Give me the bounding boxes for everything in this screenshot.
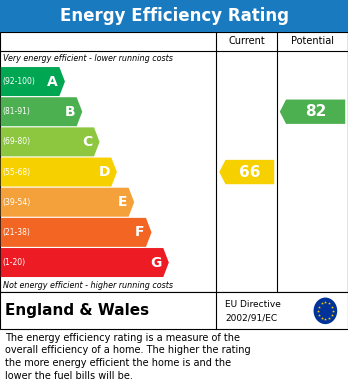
Text: 82: 82 bbox=[305, 104, 327, 119]
Text: (39-54): (39-54) bbox=[2, 198, 30, 207]
Polygon shape bbox=[1, 248, 169, 277]
Text: 66: 66 bbox=[239, 165, 261, 179]
Text: B: B bbox=[65, 105, 75, 119]
Text: Current: Current bbox=[228, 36, 265, 47]
Circle shape bbox=[314, 298, 337, 324]
Text: (81-91): (81-91) bbox=[2, 107, 30, 116]
Polygon shape bbox=[1, 218, 151, 247]
Text: A: A bbox=[47, 75, 58, 88]
Text: (92-100): (92-100) bbox=[2, 77, 35, 86]
Text: E: E bbox=[118, 195, 127, 209]
Text: the more energy efficient the home is and the: the more energy efficient the home is an… bbox=[5, 359, 231, 368]
Text: 2002/91/EC: 2002/91/EC bbox=[225, 314, 277, 323]
Polygon shape bbox=[219, 160, 274, 184]
Bar bbox=[0, 32, 348, 292]
Text: EU Directive: EU Directive bbox=[225, 300, 281, 309]
Text: F: F bbox=[135, 225, 144, 239]
Polygon shape bbox=[280, 100, 345, 124]
Polygon shape bbox=[1, 188, 134, 217]
Bar bbox=[0, 292, 348, 329]
Polygon shape bbox=[1, 127, 100, 156]
Text: England & Wales: England & Wales bbox=[5, 303, 149, 318]
Polygon shape bbox=[1, 67, 65, 96]
Text: (1-20): (1-20) bbox=[2, 258, 25, 267]
Bar bbox=[0, 0, 348, 32]
Polygon shape bbox=[1, 158, 117, 187]
Text: (69-80): (69-80) bbox=[2, 137, 30, 146]
Text: lower the fuel bills will be.: lower the fuel bills will be. bbox=[5, 371, 133, 381]
Text: D: D bbox=[98, 165, 110, 179]
Text: C: C bbox=[82, 135, 93, 149]
Text: Not energy efficient - higher running costs: Not energy efficient - higher running co… bbox=[3, 280, 173, 290]
Text: G: G bbox=[150, 256, 162, 269]
Text: Energy Efficiency Rating: Energy Efficiency Rating bbox=[60, 7, 288, 25]
Text: Potential: Potential bbox=[291, 36, 334, 47]
Polygon shape bbox=[1, 97, 82, 126]
Text: The energy efficiency rating is a measure of the: The energy efficiency rating is a measur… bbox=[5, 333, 240, 343]
Text: Very energy efficient - lower running costs: Very energy efficient - lower running co… bbox=[3, 54, 173, 63]
Text: (55-68): (55-68) bbox=[2, 167, 30, 177]
Text: (21-38): (21-38) bbox=[2, 228, 30, 237]
Text: overall efficiency of a home. The higher the rating: overall efficiency of a home. The higher… bbox=[5, 346, 251, 355]
